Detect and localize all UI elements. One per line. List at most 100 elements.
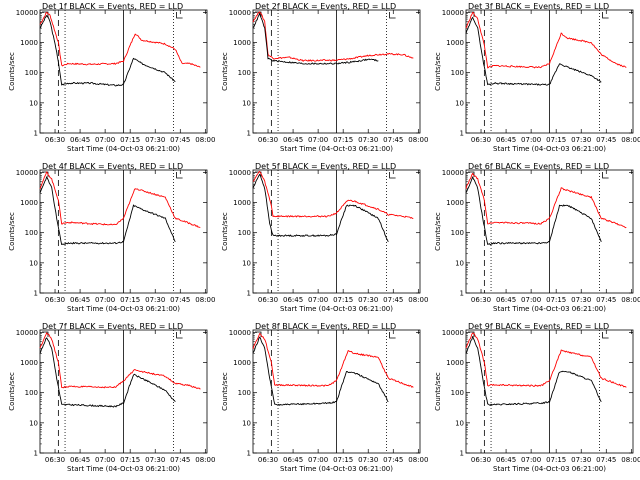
events-series-line [465, 335, 602, 406]
corner-mark-right [389, 332, 396, 339]
x-axis-label: Start Time (04-Oct-03 06:21:00) [280, 145, 393, 153]
panel-title: Det 7f BLACK = Events, RED = LLD [42, 322, 183, 331]
x-tick-label: 06:30 [45, 456, 65, 464]
events-series-line [39, 15, 176, 87]
lld-series-line [252, 170, 414, 219]
x-tick-label: 06:45 [496, 456, 516, 464]
x-tick-label: 07:30 [571, 136, 591, 144]
x-tick-label: 07:45 [170, 296, 190, 304]
panel-7: Det 7f BLACK = Events, RED = LLD 1 10 100 10… [8, 322, 215, 473]
y-tick-label: 100 [25, 69, 38, 77]
corner-mark-left [468, 331, 475, 337]
y-axis-label: Counts/sec [434, 52, 442, 91]
y-tick-label: 1000 [233, 359, 251, 367]
x-tick-label: 07:00 [95, 296, 115, 304]
x-tick-label: 07:15 [120, 136, 140, 144]
lld-series-line [465, 172, 627, 229]
y-axis-label: Counts/sec [8, 52, 16, 91]
panel-2: Det 2f BLACK = Events, RED = LLD 1 10 100 10… [221, 2, 428, 153]
x-tick-label: 07:30 [358, 456, 378, 464]
lld-series-line [252, 333, 414, 388]
corner-mark-right [176, 12, 183, 19]
y-tick-label: 1000 [20, 199, 38, 207]
y-axis-label: Counts/sec [434, 372, 442, 411]
x-tick-label: 06:30 [45, 136, 65, 144]
x-tick-label: 07:00 [521, 296, 541, 304]
x-tick-label: 06:30 [45, 296, 65, 304]
y-axis-label: Counts/sec [434, 212, 442, 251]
y-tick-label: 1 [247, 130, 251, 138]
x-tick-label: 07:45 [383, 136, 403, 144]
events-series-line [465, 176, 602, 246]
y-axis-label: Counts/sec [221, 52, 229, 91]
y-tick-label: 10 [455, 99, 464, 107]
y-tick-label: 1000 [233, 39, 251, 47]
panel-6: Det 6f BLACK = Events, RED = LLD 1 10 100 10… [434, 162, 640, 313]
x-tick-label: 07:45 [383, 296, 403, 304]
lld-series-line [252, 11, 414, 62]
x-tick-label: 06:30 [471, 296, 491, 304]
x-tick-label: 06:45 [70, 296, 90, 304]
x-axis-label: Start Time (04-Oct-03 06:21:00) [493, 305, 606, 313]
x-axis-label: Start Time (04-Oct-03 06:21:00) [67, 465, 180, 473]
panel-title: Det 1f BLACK = Events, RED = LLD [42, 2, 183, 11]
x-tick-label: 08:00 [408, 136, 428, 144]
y-tick-label: 10 [29, 419, 38, 427]
corner-mark-right [602, 12, 609, 19]
y-tick-label: 1 [34, 450, 38, 458]
y-tick-label: 100 [238, 229, 251, 237]
y-tick-label: 10000 [229, 169, 251, 177]
y-tick-label: 10000 [442, 9, 464, 17]
events-series-line [252, 173, 389, 242]
x-tick-label: 07:45 [596, 456, 616, 464]
y-tick-label: 10000 [16, 329, 38, 337]
x-tick-label: 07:15 [120, 456, 140, 464]
x-tick-label: 07:00 [95, 136, 115, 144]
x-tick-label: 06:45 [70, 456, 90, 464]
y-axis-label: Counts/sec [221, 372, 229, 411]
y-tick-label: 1000 [20, 39, 38, 47]
y-tick-label: 1 [247, 290, 251, 298]
x-tick-label: 06:45 [283, 136, 303, 144]
y-tick-label: 10000 [16, 169, 38, 177]
corner-mark-right [176, 172, 183, 179]
y-tick-label: 1000 [20, 359, 38, 367]
x-axis-label: Start Time (04-Oct-03 06:21:00) [280, 305, 393, 313]
y-tick-label: 10000 [442, 329, 464, 337]
x-tick-label: 07:30 [145, 296, 165, 304]
x-tick-label: 08:00 [408, 456, 428, 464]
x-tick-label: 06:30 [258, 296, 278, 304]
x-tick-label: 06:30 [258, 456, 278, 464]
y-tick-label: 10000 [442, 169, 464, 177]
y-tick-label: 1 [460, 450, 464, 458]
x-tick-label: 07:30 [145, 456, 165, 464]
x-tick-label: 08:00 [621, 296, 640, 304]
x-axis-label: Start Time (04-Oct-03 06:21:00) [67, 145, 180, 153]
y-tick-label: 100 [238, 69, 251, 77]
corner-mark-left [42, 11, 49, 17]
y-tick-label: 1 [247, 450, 251, 458]
events-series-line [39, 176, 176, 246]
panel-title: Det 8f BLACK = Events, RED = LLD [255, 322, 396, 331]
corner-mark-left [255, 171, 262, 177]
panel-title: Det 4f BLACK = Events, RED = LLD [42, 162, 183, 171]
y-axis-label: Counts/sec [8, 372, 16, 411]
events-series-line [39, 337, 176, 408]
x-tick-label: 08:00 [195, 456, 215, 464]
panel-title: Det 2f BLACK = Events, RED = LLD [255, 2, 396, 11]
corner-mark-right [176, 332, 183, 339]
x-tick-label: 06:45 [496, 136, 516, 144]
lld-series-line [465, 11, 627, 69]
corner-mark-left [42, 331, 49, 337]
lld-series-line [39, 171, 201, 228]
y-tick-label: 10 [242, 99, 251, 107]
x-tick-label: 07:45 [170, 136, 190, 144]
x-axis-label: Start Time (04-Oct-03 06:21:00) [67, 305, 180, 313]
lld-series-line [39, 11, 201, 68]
y-tick-label: 10 [242, 419, 251, 427]
x-tick-label: 07:00 [521, 136, 541, 144]
x-tick-label: 07:15 [546, 136, 566, 144]
y-tick-label: 10 [29, 259, 38, 267]
x-tick-label: 08:00 [195, 136, 215, 144]
